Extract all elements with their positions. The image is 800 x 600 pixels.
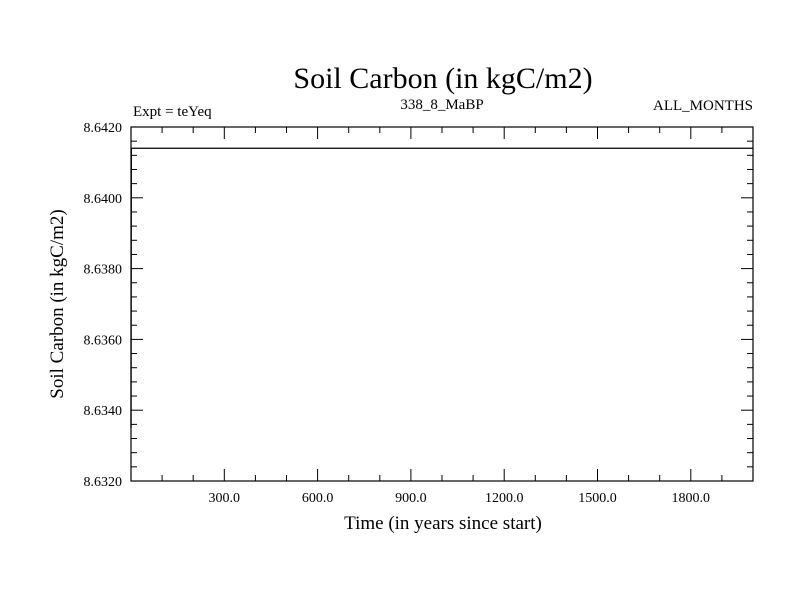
x-tick-label: 1800.0 bbox=[672, 491, 711, 506]
y-tick-label: 8.6420 bbox=[84, 121, 123, 136]
plot-area: 300.0 600.0 900.0 1200.0 1500.0 1800.0 8.6320 8… bbox=[84, 121, 754, 506]
y-tick-label: 8.6400 bbox=[84, 192, 123, 207]
y-axis-label: Soil Carbon (in kgC/m2) bbox=[47, 209, 68, 398]
x-axis-label: Time (in years since start) bbox=[344, 513, 542, 534]
y-tick-label: 8.6380 bbox=[84, 263, 123, 278]
y-tick-label: 8.6340 bbox=[84, 404, 123, 419]
x-tick-label: 1500.0 bbox=[578, 491, 617, 506]
chart-title: Soil Carbon (in kgC/m2) bbox=[293, 62, 592, 95]
y-tick-label: 8.6360 bbox=[84, 333, 123, 348]
y-tick-label: 8.6320 bbox=[84, 475, 123, 490]
period-label: 338_8_MaBP bbox=[400, 97, 483, 113]
x-tick-label: 1200.0 bbox=[485, 491, 524, 506]
x-tick-label: 300.0 bbox=[209, 491, 241, 506]
plot-frame bbox=[130, 126, 754, 482]
experiment-label: Expt = teYeq bbox=[133, 104, 212, 120]
months-label: ALL_MONTHS bbox=[653, 98, 753, 114]
x-tick-label: 900.0 bbox=[395, 491, 427, 506]
x-tick-label: 600.0 bbox=[302, 491, 334, 506]
series-line bbox=[130, 147, 753, 428]
